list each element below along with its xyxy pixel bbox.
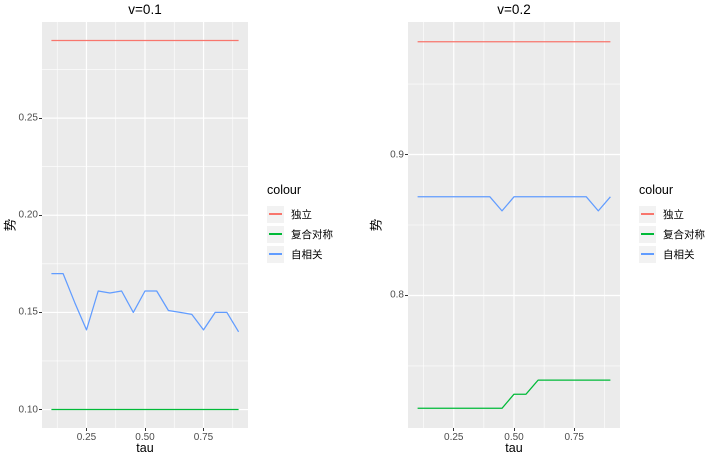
x-axis-title: tau <box>136 441 154 455</box>
y-tick-label: 0.9 <box>390 149 404 160</box>
legend-title: colour <box>639 183 674 197</box>
x-tick-label: 0.25 <box>444 432 464 443</box>
legend-key-line-icon <box>269 253 282 255</box>
y-tick-mark <box>405 154 408 155</box>
x-tick-label: 0.75 <box>193 432 214 443</box>
y-tick-label: 0.15 <box>18 306 38 318</box>
x-tick-mark <box>513 428 515 431</box>
legend-item-independent: 独立 <box>639 204 705 224</box>
legend-item-independent: 独立 <box>267 204 333 224</box>
x-tick-mark <box>453 428 455 431</box>
legend-key-compound-symmetry <box>267 225 284 243</box>
legend-key-line-icon <box>641 213 654 215</box>
legend: colour 独立复合对称自相关 <box>267 183 333 264</box>
panel-canvas <box>42 22 248 428</box>
legend-key-line-icon <box>269 213 282 215</box>
legend-label: 自相关 <box>291 248 323 261</box>
legend-key-independent <box>639 205 656 223</box>
plot-title: v=0.2 <box>497 2 531 17</box>
legend-label: 独立 <box>663 208 684 221</box>
x-tick-label: 0.75 <box>564 432 584 443</box>
legend-key-independent <box>267 205 284 223</box>
x-axis-title: tau <box>505 441 523 455</box>
y-tick-label: 0.8 <box>390 289 404 301</box>
plot-panel <box>42 22 248 428</box>
x-tick-label: 0.50 <box>135 432 155 443</box>
series-line-compound-symmetry <box>417 379 611 409</box>
legend-item-autocorrelation: 自相关 <box>267 244 333 264</box>
plot-panel <box>408 22 620 428</box>
y-tick-mark <box>39 409 42 411</box>
y-tick-label: 0.20 <box>18 209 38 221</box>
y-tick-mark <box>39 117 42 119</box>
legend-key-autocorrelation <box>639 245 656 263</box>
x-tick-label: 0.25 <box>76 432 97 443</box>
legend-key-autocorrelation <box>267 245 284 263</box>
x-tick-mark <box>573 428 575 431</box>
legend-key-line-icon <box>641 233 654 235</box>
legend-title: colour <box>267 183 302 197</box>
x-tick-mark <box>85 428 87 431</box>
x-tick-mark <box>203 428 205 431</box>
legend-label: 复合对称 <box>663 228 705 241</box>
legend-label: 自相关 <box>663 248 695 261</box>
legend-key-line-icon <box>641 253 654 255</box>
legend-item-autocorrelation: 自相关 <box>639 244 705 264</box>
legend-item-compound-symmetry: 复合对称 <box>639 224 705 244</box>
legend-label: 复合对称 <box>291 228 333 241</box>
y-tick-mark <box>39 214 42 216</box>
legend-key-line-icon <box>269 233 282 235</box>
y-tick-mark <box>405 294 408 296</box>
legend-items: 独立 复合对称 自相关 <box>639 204 705 264</box>
series-line-autocorrelation <box>417 196 611 212</box>
y-tick-label: 0.10 <box>18 404 38 416</box>
y-tick-mark <box>39 311 42 313</box>
plot-title: v=0.1 <box>128 2 162 17</box>
legend-key-compound-symmetry <box>639 225 656 243</box>
x-tick-mark <box>144 428 146 431</box>
legend-item-compound-symmetry: 复合对称 <box>267 224 333 244</box>
panel-canvas <box>408 22 620 428</box>
y-tick-label: 0.25 <box>18 112 38 124</box>
legend-items: 独立 复合对称 自相关 <box>267 204 333 264</box>
x-tick-label: 0.50 <box>504 432 524 443</box>
legend: colour 独立复合对称自相关 <box>639 183 705 264</box>
series-line-autocorrelation <box>51 272 240 333</box>
legend-label: 独立 <box>291 208 312 221</box>
y-axis-title: 势 <box>369 218 384 232</box>
